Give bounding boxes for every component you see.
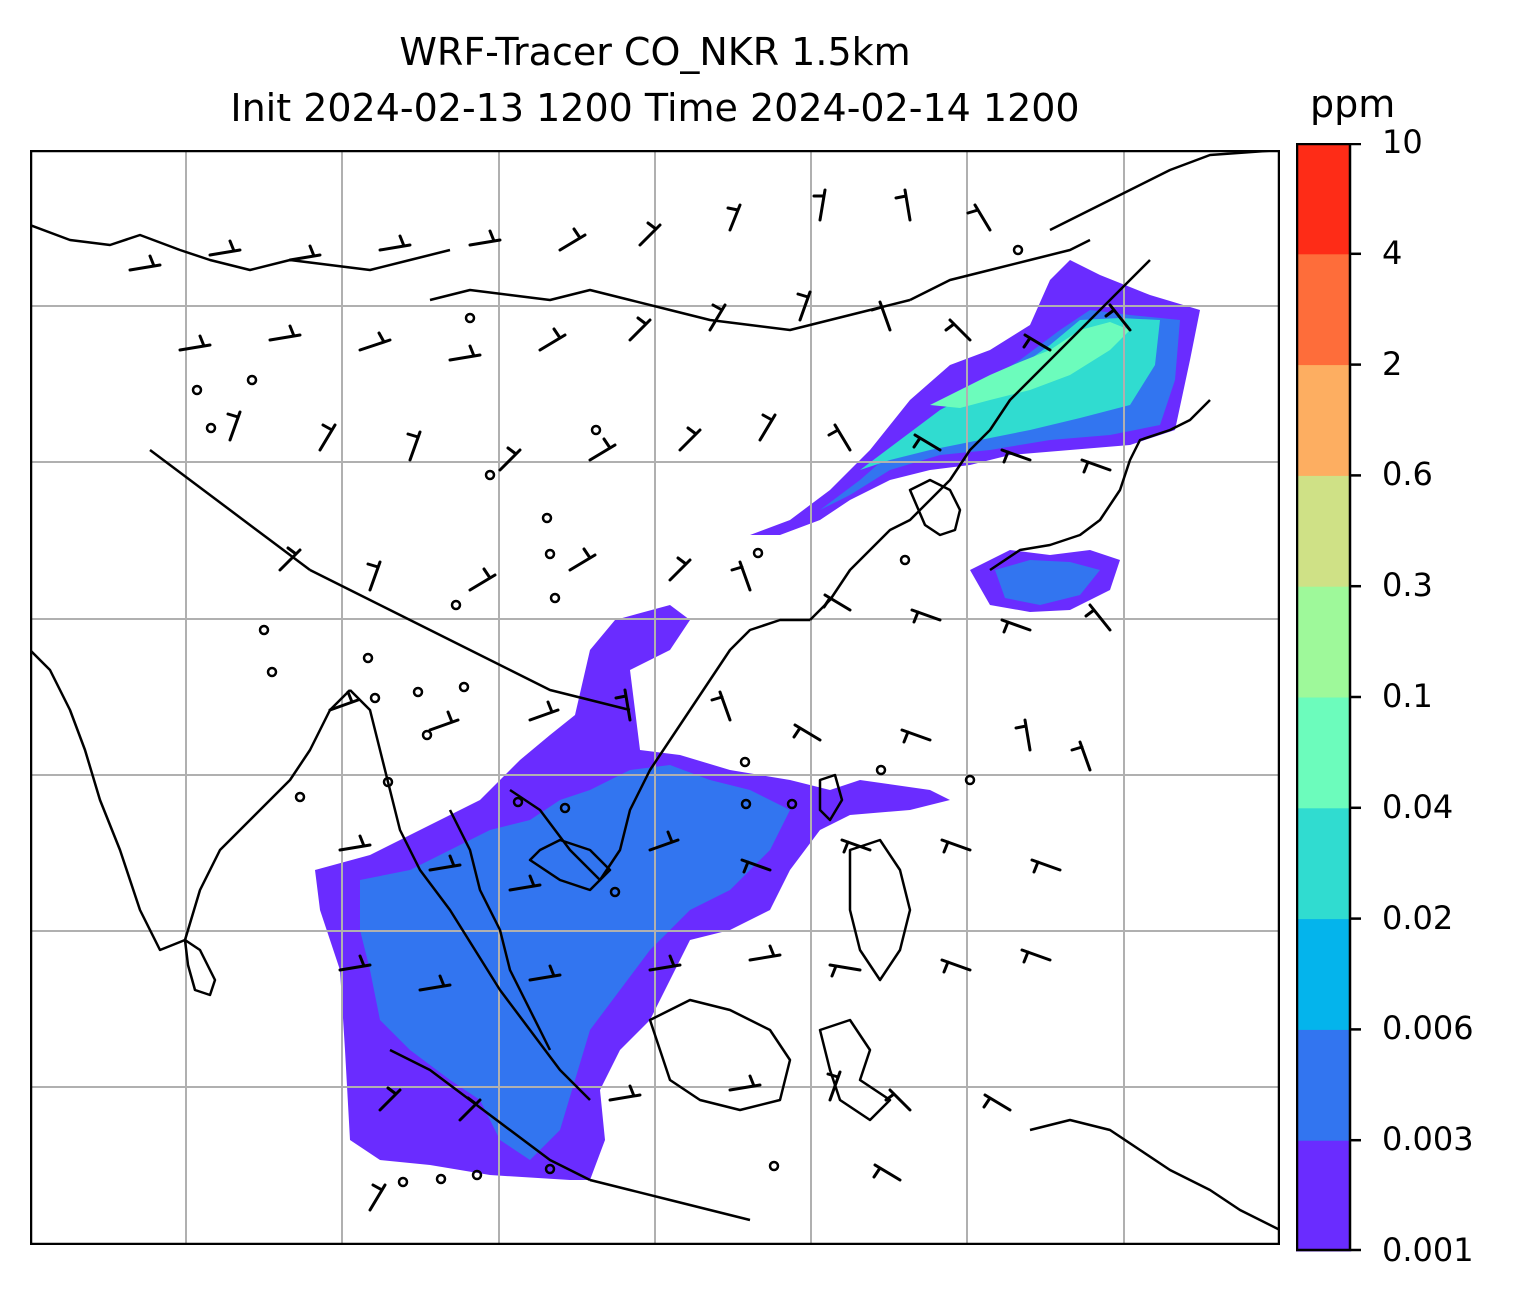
coastline-japan [989,399,1211,572]
border-central-asia [30,223,451,272]
colorbar-tick-label: 0.003 [1382,1120,1474,1159]
colorbar-tick-label: 0.04 [1382,787,1454,826]
coastline-philippines [848,838,912,982]
wind-barbs-layer [128,188,1132,1212]
colorbar-tick-label: 4 [1382,233,1403,272]
colorbar-segment [1296,143,1351,255]
colorbar-segment [1296,253,1351,366]
colorbar-tick-label: 0.3 [1382,566,1433,605]
coastline-gulf-of-thailand [528,838,612,892]
border-china-south [309,568,631,712]
coastline-northeast-russia [1049,150,1280,232]
colorbar-segment [1296,364,1351,476]
colorbar-segment [1296,697,1351,809]
coastline-indochina [509,618,810,882]
map-panel [30,150,1280,1245]
coastline-java [589,1178,751,1222]
colorbar-segment [1296,475,1351,587]
coastline-sulawesi [818,1018,892,1122]
coastlines-and-borders [30,150,1280,1232]
coastline-bay-of-bengal-east [349,689,591,1101]
colorbar-segment [1296,807,1351,920]
colorbar-tick-label: 2 [1382,344,1403,383]
coastline-sri-lanka [183,938,217,997]
colorbar-tick-label: 0.1 [1382,677,1433,715]
map-title-line-2: Init 2024-02-13 1200 Time 2024-02-14 120… [230,86,1080,130]
coastline-sumatra [389,1048,591,1182]
border-east-russia [909,238,1091,302]
border-himalaya [149,449,311,571]
map-title-line-1: WRF-Tracer CO_NKR 1.5km [399,30,911,74]
coastline-new-guinea [1029,1118,1280,1232]
colorbar-unit-label: ppm [1310,82,1396,126]
coastline-india [30,649,351,952]
colorbar-tick-label: 0.001 [1382,1231,1474,1269]
border-mongolia [429,288,911,332]
colorbar-tick-label: 10 [1382,123,1423,161]
colorbar-segment [1296,1029,1351,1141]
colorbar-segment [1296,586,1351,698]
colorbar-frame [1296,143,1352,1252]
colorbar-tick-label: 0.6 [1382,455,1433,494]
tracer-region-japan-blue [995,560,1100,605]
coastline-taiwan [818,773,844,822]
co-tracer-concentration-layer [315,260,1200,1180]
tracer-region-north-green [930,322,1130,408]
coastline-china [809,259,1151,621]
coastline-korea [908,478,962,537]
colorbar-tick-label: 0.02 [1382,898,1454,937]
map-frame [30,150,1280,1245]
colorbar-segment [1296,1140,1351,1252]
coastline-malay-peninsula [448,809,552,1051]
colorbar-tick-label: 0.006 [1382,1009,1474,1048]
calm-wind-circles [191,244,1024,1188]
colorbar-segment [1296,918,1351,1030]
tracer-region-south-blue [360,765,790,1160]
colorbar [1296,143,1361,1252]
coastline-borneo [648,998,792,1112]
